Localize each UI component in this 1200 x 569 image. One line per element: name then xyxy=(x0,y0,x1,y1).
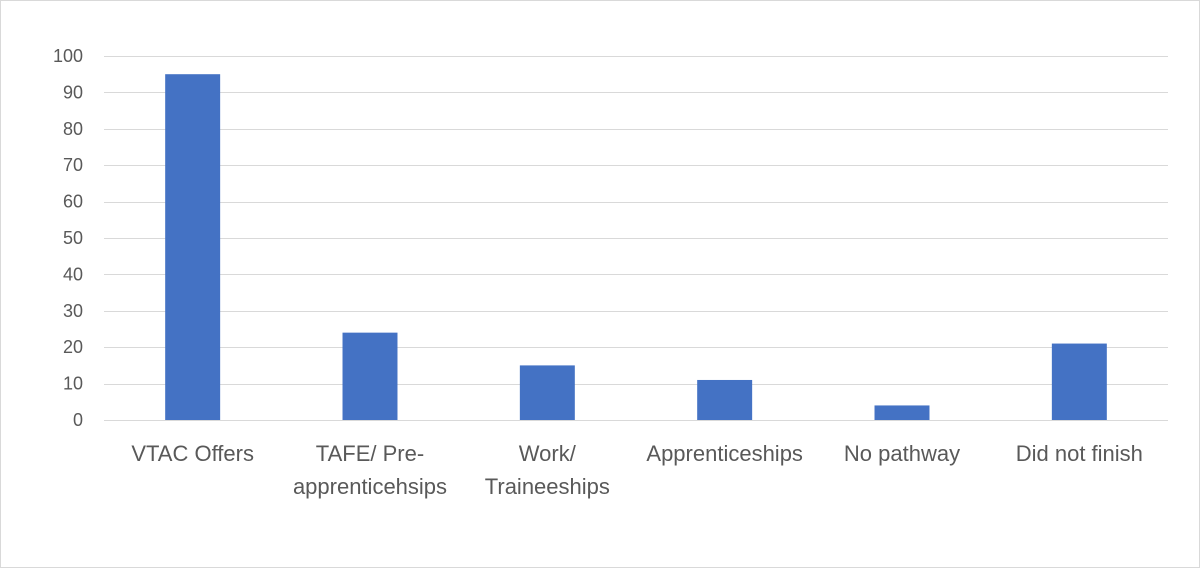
y-tick-label: 90 xyxy=(63,82,83,102)
bars xyxy=(165,74,1107,420)
gridlines xyxy=(104,56,1168,421)
x-category-label: No pathway xyxy=(844,441,960,466)
y-tick-label: 40 xyxy=(63,264,83,284)
bar xyxy=(165,74,221,420)
x-category-label-line: TAFE/ Pre- xyxy=(316,441,424,466)
y-tick-label: 60 xyxy=(63,192,83,212)
x-category-label: Work/Traineeships xyxy=(485,441,610,499)
x-axis-labels: VTAC Offers TAFE/ Pre-apprenticehsips Work… xyxy=(131,441,1143,499)
x-category-label-line: No pathway xyxy=(844,441,960,466)
y-tick-label: 0 xyxy=(73,410,83,430)
x-category-label-line: Did not finish xyxy=(1016,441,1143,466)
bar xyxy=(342,332,398,420)
y-tick-label: 10 xyxy=(63,374,83,394)
y-tick-label: 50 xyxy=(63,228,83,248)
y-tick-label: 70 xyxy=(63,155,83,175)
bar xyxy=(519,365,575,420)
x-category-label: Did not finish xyxy=(1016,441,1143,466)
x-category-label-line: Traineeships xyxy=(485,474,610,499)
y-tick-label: 20 xyxy=(63,337,83,357)
x-category-label-line: Work/ xyxy=(519,441,577,466)
x-category-label-line: VTAC Offers xyxy=(131,441,254,466)
y-axis-ticks: 0 10 20 30 40 50 60 70 80 90 100 xyxy=(53,46,83,430)
x-category-label: VTAC Offers xyxy=(131,441,254,466)
bar xyxy=(1051,343,1107,420)
x-category-label-line: Apprenticeships xyxy=(646,441,803,466)
bar xyxy=(874,405,930,420)
y-tick-label: 100 xyxy=(53,46,83,66)
bar xyxy=(697,379,753,420)
x-category-label-line: apprenticehsips xyxy=(293,474,447,499)
x-category-label: TAFE/ Pre-apprenticehsips xyxy=(293,441,447,499)
y-tick-label: 30 xyxy=(63,301,83,321)
x-category-label: Apprenticeships xyxy=(646,441,803,466)
y-tick-label: 80 xyxy=(63,119,83,139)
